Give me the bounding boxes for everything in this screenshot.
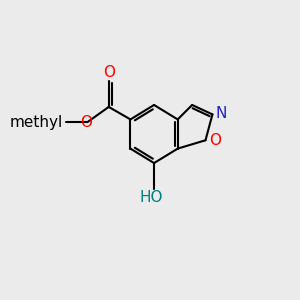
Text: methyl: methyl xyxy=(9,115,63,130)
Text: HO: HO xyxy=(140,190,163,205)
Text: O: O xyxy=(209,133,221,148)
Text: O: O xyxy=(103,65,115,80)
Text: O: O xyxy=(80,115,92,130)
Text: N: N xyxy=(216,106,227,121)
